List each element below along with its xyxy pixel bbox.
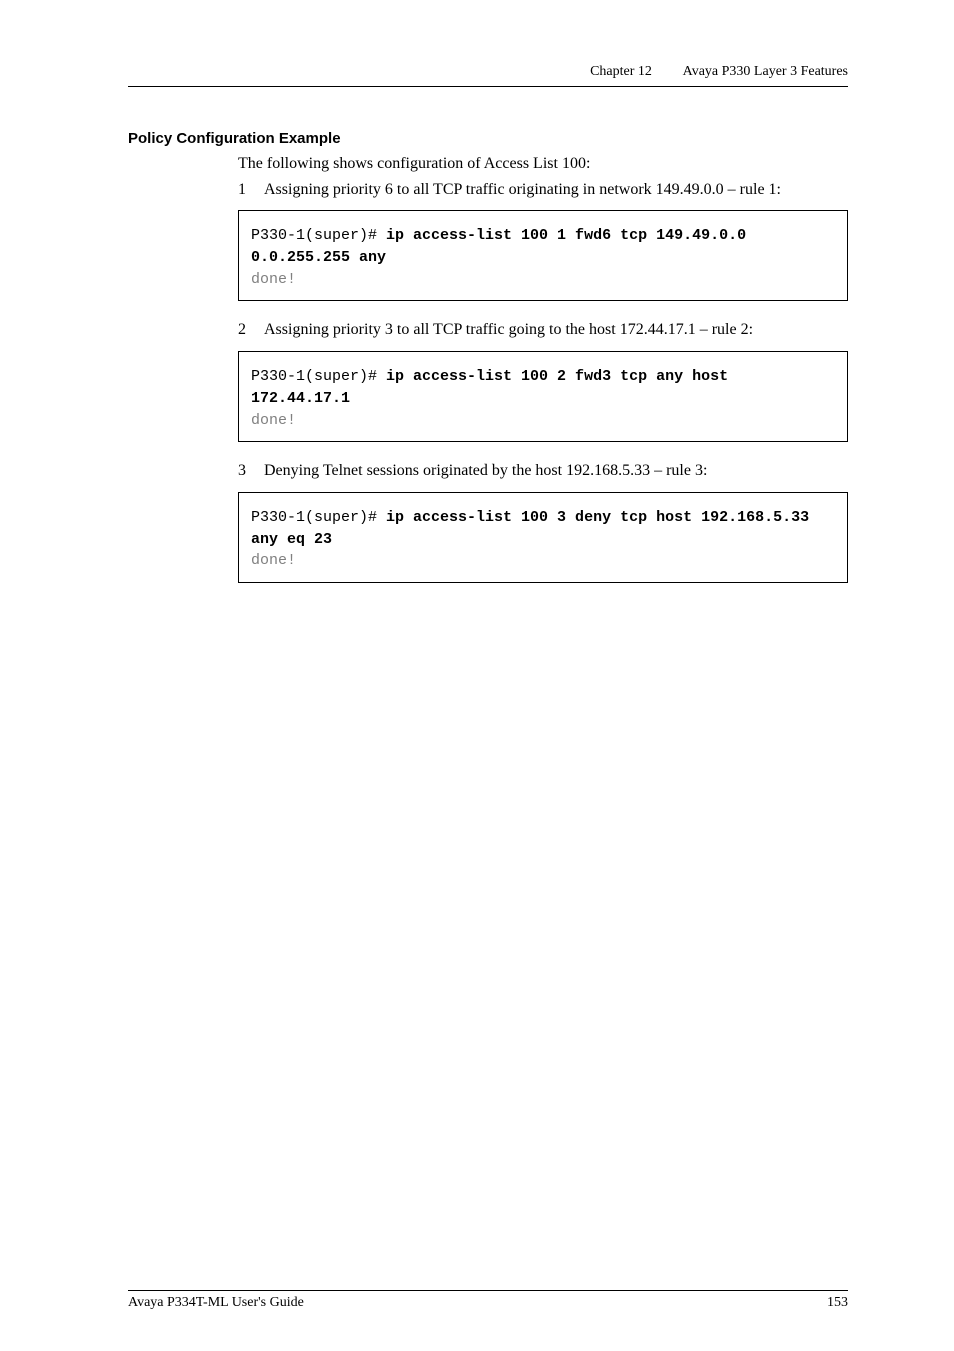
step-text: Assigning priority 6 to all TCP traffic … (264, 179, 848, 201)
intro-text: The following shows configuration of Acc… (238, 153, 848, 175)
step-number: 2 (238, 319, 264, 341)
step-text: Assigning priority 3 to all TCP traffic … (264, 319, 848, 341)
chapter-title: Avaya P330 Layer 3 Features (683, 64, 848, 79)
step-number: 3 (238, 460, 264, 482)
section-title: Policy Configuration Example (128, 130, 848, 147)
code-block-2: P330-1(super)# ip access-list 100 2 fwd3… (238, 351, 848, 442)
step-1: 1 Assigning priority 6 to all TCP traffi… (238, 179, 848, 201)
running-header: Chapter 12 Avaya P330 Layer 3 Features (128, 64, 848, 87)
footer-guide: Avaya P334T-ML User's Guide (128, 1295, 304, 1311)
code-output: done! (251, 552, 296, 569)
chapter-number: Chapter 12 (590, 64, 652, 79)
page: Chapter 12 Avaya P330 Layer 3 Features P… (0, 0, 954, 1351)
body: The following shows configuration of Acc… (238, 153, 848, 583)
code-output: done! (251, 412, 296, 429)
step-text: Denying Telnet sessions originated by th… (264, 460, 848, 482)
step-number: 1 (238, 179, 264, 201)
code-output: done! (251, 271, 296, 288)
code-prompt: P330-1(super)# (251, 509, 386, 526)
step-3: 3 Denying Telnet sessions originated by … (238, 460, 848, 482)
step-2: 2 Assigning priority 3 to all TCP traffi… (238, 319, 848, 341)
code-prompt: P330-1(super)# (251, 368, 386, 385)
footer-page-number: 153 (827, 1295, 848, 1311)
code-block-1: P330-1(super)# ip access-list 100 1 fwd6… (238, 210, 848, 301)
page-footer: Avaya P334T-ML User's Guide 153 (128, 1290, 848, 1311)
code-prompt: P330-1(super)# (251, 227, 386, 244)
code-block-3: P330-1(super)# ip access-list 100 3 deny… (238, 492, 848, 583)
